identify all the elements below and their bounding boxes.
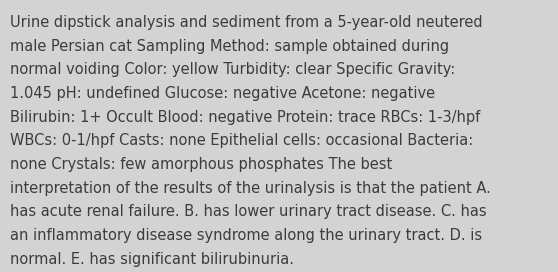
Text: an inflammatory disease syndrome along the urinary tract. D. is: an inflammatory disease syndrome along t… bbox=[10, 228, 482, 243]
Text: normal. E. has significant bilirubinuria.: normal. E. has significant bilirubinuria… bbox=[10, 252, 294, 267]
Text: 1.045 pH: undefined Glucose: negative Acetone: negative: 1.045 pH: undefined Glucose: negative Ac… bbox=[10, 86, 435, 101]
Text: male Persian cat Sampling Method: sample obtained during: male Persian cat Sampling Method: sample… bbox=[10, 39, 449, 54]
Text: normal voiding Color: yellow Turbidity: clear Specific Gravity:: normal voiding Color: yellow Turbidity: … bbox=[10, 62, 455, 77]
Text: none Crystals: few amorphous phosphates The best: none Crystals: few amorphous phosphates … bbox=[10, 157, 392, 172]
Text: interpretation of the results of the urinalysis is that the patient A.: interpretation of the results of the uri… bbox=[10, 181, 491, 196]
Text: Bilirubin: 1+ Occult Blood: negative Protein: trace RBCs: 1-3/hpf: Bilirubin: 1+ Occult Blood: negative Pro… bbox=[10, 110, 480, 125]
Text: WBCs: 0-1/hpf Casts: none Epithelial cells: occasional Bacteria:: WBCs: 0-1/hpf Casts: none Epithelial cel… bbox=[10, 133, 473, 148]
Text: Urine dipstick analysis and sediment from a 5-year-old neutered: Urine dipstick analysis and sediment fro… bbox=[10, 15, 483, 30]
Text: has acute renal failure. B. has lower urinary tract disease. C. has: has acute renal failure. B. has lower ur… bbox=[10, 204, 487, 219]
